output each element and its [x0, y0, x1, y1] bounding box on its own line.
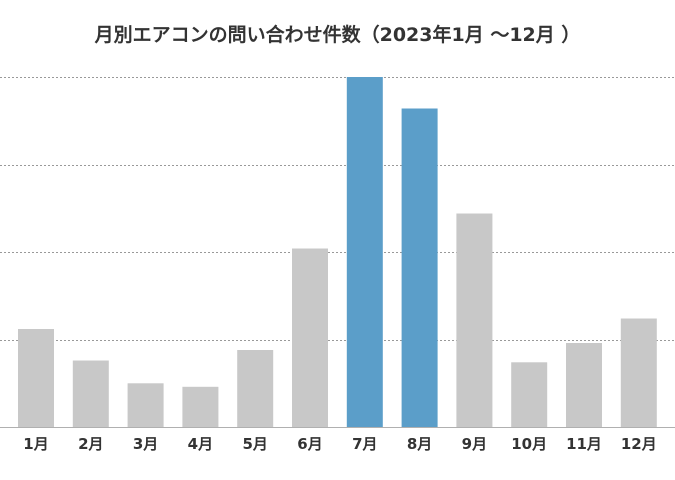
bar-7-highlighted [346, 77, 383, 427]
bar-6 [292, 248, 328, 427]
x-tick-label-1: 1月 [23, 435, 48, 453]
bar-1 [18, 329, 54, 427]
x-tick-label-5: 5月 [242, 435, 267, 453]
x-tick-label-2: 2月 [78, 435, 103, 453]
x-tick-label-11: 11月 [566, 435, 602, 453]
x-tick-label-6: 6月 [297, 435, 322, 453]
bar-5 [237, 350, 274, 427]
bar-11 [566, 343, 602, 427]
bar-10 [511, 362, 548, 428]
bar-2 [72, 360, 109, 427]
bar-12 [620, 318, 657, 427]
bar-9 [456, 213, 493, 427]
x-tick-labels: 1月 2月 3月 4月 5月 6月 7月 8月 9月 10月 11月 12月 [23, 435, 656, 453]
x-tick-label-4: 4月 [188, 435, 213, 453]
x-tick-label-9: 9月 [462, 435, 487, 453]
x-tick-label-12: 12月 [621, 435, 657, 453]
bar-3 [127, 383, 164, 428]
bar-4 [182, 386, 219, 428]
bar-8-highlighted [401, 108, 438, 427]
x-tick-label-7: 7月 [352, 435, 377, 453]
chart-title: 月別エアコンの問い合わせ件数（2023年1月 ～12月 ） [94, 24, 581, 46]
bars [18, 77, 657, 428]
gridlines [0, 77, 675, 341]
x-tick-label-10: 10月 [511, 435, 547, 453]
x-tick-label-8: 8月 [407, 435, 432, 453]
x-tick-label-3: 3月 [133, 435, 158, 453]
